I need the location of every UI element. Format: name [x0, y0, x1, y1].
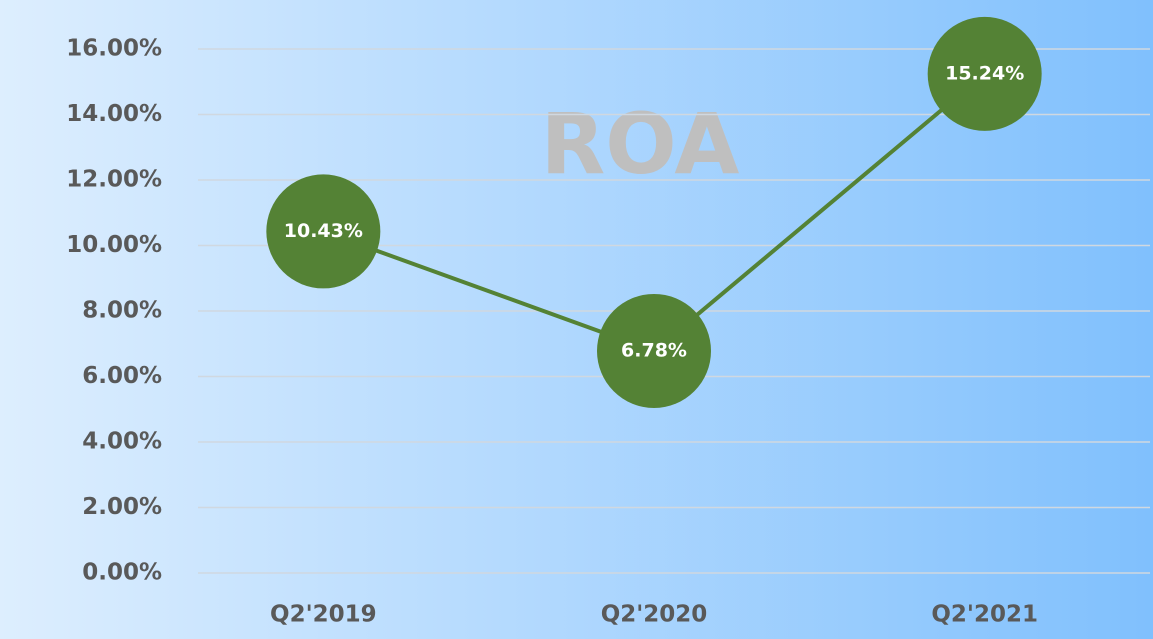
y-tick-label: 10.00%: [66, 232, 162, 258]
data-label: 15.24%: [945, 62, 1024, 84]
y-tick-label: 14.00%: [66, 101, 162, 127]
y-tick-label: 8.00%: [82, 298, 162, 324]
y-tick-label: 0.00%: [82, 560, 162, 586]
x-tick-label: Q2'2020: [601, 602, 708, 628]
data-label: 10.43%: [284, 220, 363, 242]
marker: [927, 16, 1042, 131]
y-tick-label: 12.00%: [66, 167, 162, 193]
marker: [266, 174, 381, 289]
y-tick-label: 6.00%: [82, 363, 162, 389]
x-tick-label: Q2'2019: [270, 602, 377, 628]
y-tick-label: 2.00%: [82, 494, 162, 520]
x-tick-label: Q2'2021: [931, 602, 1038, 628]
chart-title: ROA: [541, 95, 740, 193]
y-tick-label: 4.00%: [82, 429, 162, 455]
data-label: 6.78%: [621, 339, 687, 361]
y-tick-label: 16.00%: [66, 36, 162, 62]
marker: [597, 293, 711, 408]
